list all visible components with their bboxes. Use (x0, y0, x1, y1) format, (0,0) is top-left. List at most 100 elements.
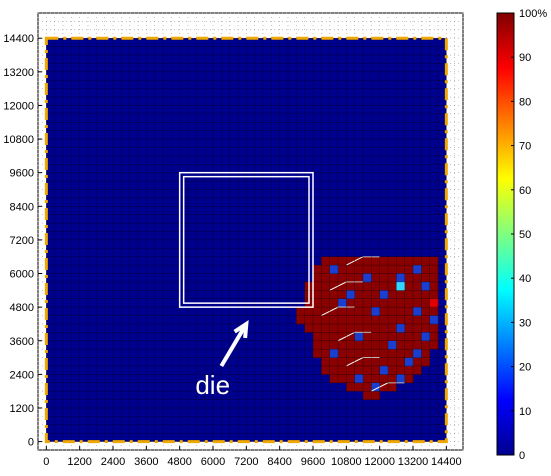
heatmap-cell-high (421, 349, 430, 358)
heatmap-cell-high (413, 332, 422, 342)
heatmap-cell-low (388, 340, 397, 350)
heatmap-cell-high (321, 365, 330, 375)
heatmap-cell-high (313, 281, 322, 291)
heatmap-cell-high (354, 281, 364, 291)
heatmap-cell-high (371, 365, 380, 375)
heatmap-cell-high (371, 281, 380, 291)
heatmap-cell-high (363, 391, 372, 400)
colorbar-tick-label: 30 (519, 317, 531, 329)
heatmap-cell-low (371, 307, 380, 316)
x-tick-label: 8400 (267, 456, 291, 468)
y-tick-label: 14400 (3, 33, 34, 45)
heatmap-cell-high (363, 307, 372, 316)
heatmap-cell-high (338, 349, 347, 358)
die-arrow-head (233, 319, 249, 339)
heatmap-cell-high (313, 323, 322, 333)
heatmap-cell-high (388, 349, 397, 358)
colorbar: 0 10 20 30 40 50 60 70 80 90 100% (496, 8, 547, 462)
heatmap-cell-high (371, 349, 380, 358)
heatmap-cell-high (363, 256, 372, 266)
heatmap-cell-high (371, 290, 380, 300)
heatmap-cell-high (363, 298, 372, 308)
heatmap-cell-high (429, 332, 439, 342)
heatmap-cell-high (338, 281, 347, 291)
heatmap-cell-high (388, 374, 397, 384)
heatmap-cell-high (396, 265, 405, 274)
heatmap-cell-high (329, 298, 339, 308)
heatmap-cell-high (313, 349, 322, 358)
heatmap-cell-high (388, 315, 397, 325)
heatmap-cell-high (388, 298, 397, 308)
heatmap-cell-high (429, 323, 439, 333)
colorbar-tick-label: 90 (519, 52, 531, 64)
heatmap-cell-high (304, 315, 314, 325)
heatmap-cell-low (413, 307, 422, 316)
y-tick-label: 8400 (10, 201, 34, 213)
heatmap-cell-low (396, 273, 405, 283)
heatmap-cell-high (379, 315, 389, 325)
heatmap-cell-high (363, 357, 372, 367)
heatmap-cell-high (413, 298, 422, 308)
heatmap-cell-high (313, 307, 322, 316)
heatmap-cell-high (321, 298, 330, 308)
heatmap-cell-high (388, 332, 397, 342)
heatmap-cell-high (363, 349, 372, 358)
heatmap-cell-high (354, 323, 364, 333)
heatmap-cell-high (413, 357, 422, 367)
heatmap-cell-high (363, 290, 372, 300)
heatmap-cell-high (396, 349, 405, 358)
heatmap-cell-high (321, 323, 330, 333)
heatmap-cell-high (388, 265, 397, 274)
heatmap-cell-high (371, 391, 380, 400)
heatmap-cell-cyan (396, 281, 405, 291)
heatmap-cell-high (346, 273, 355, 283)
heatmap-cell-high (304, 323, 314, 333)
heatmap-cell-high (396, 307, 405, 316)
heatmap-cell-high (363, 323, 372, 333)
die-label: die (195, 370, 230, 400)
heatmap-cell-low (413, 349, 422, 358)
heatmap-cell-high (313, 265, 322, 274)
heatmap-cell-low (379, 365, 389, 375)
heatmap-cell-high (388, 382, 397, 392)
heatmap-cell-high (379, 265, 389, 274)
die-arrow-shaft (219, 322, 249, 367)
heatmap-cell-low (354, 332, 364, 342)
heatmap-cell-high (429, 307, 439, 316)
heatmap-cell-high (371, 323, 380, 333)
heatmap-cell-high (363, 382, 372, 392)
x-tick-label: 12000 (364, 456, 395, 468)
heatmap-cell-high (413, 323, 422, 333)
heatmap-cell-high (421, 340, 430, 350)
heatmap-cell-high (363, 315, 372, 325)
heatmap-cell-high (321, 265, 330, 274)
colorbar-tick-label: 40 (519, 273, 531, 285)
colorbar-tick-label: 50 (519, 229, 531, 241)
heatmap-cell-high (379, 349, 389, 358)
heatmap-cell-high (396, 256, 405, 266)
x-axis-ticks: 0 1200 2400 3600 4800 6000 7200 8400 9600 10800 12… (43, 446, 462, 468)
x-tick-label: 3600 (134, 456, 158, 468)
heatmap-cell-high (338, 307, 347, 316)
heatmap-cell-high (354, 340, 364, 350)
heatmap-cell-high (346, 307, 355, 316)
heatmap-cell-high (338, 374, 347, 384)
heatmap-cell-high (346, 323, 355, 333)
heatmap-cell-high (421, 290, 430, 300)
heatmap-cell-high (388, 256, 397, 266)
x-tick-label: 1200 (67, 456, 91, 468)
heatmap-cell-low (338, 298, 347, 308)
heatmap-cell-high (379, 382, 389, 392)
heatmap-cell-high (321, 315, 330, 325)
heatmap-cell-high (346, 281, 355, 291)
heatmap-cell-high (404, 323, 414, 333)
heatmap-cell-high (338, 323, 347, 333)
heatmap-cell-high (404, 374, 414, 384)
heatmap-cell-high (388, 281, 397, 291)
heatmap-cell-low (329, 265, 339, 274)
heatmap-cell-high (379, 281, 389, 291)
y-tick-label: 3600 (10, 336, 34, 348)
heatmap-cell-red (429, 298, 439, 308)
heatmap-cell-high (371, 374, 380, 384)
